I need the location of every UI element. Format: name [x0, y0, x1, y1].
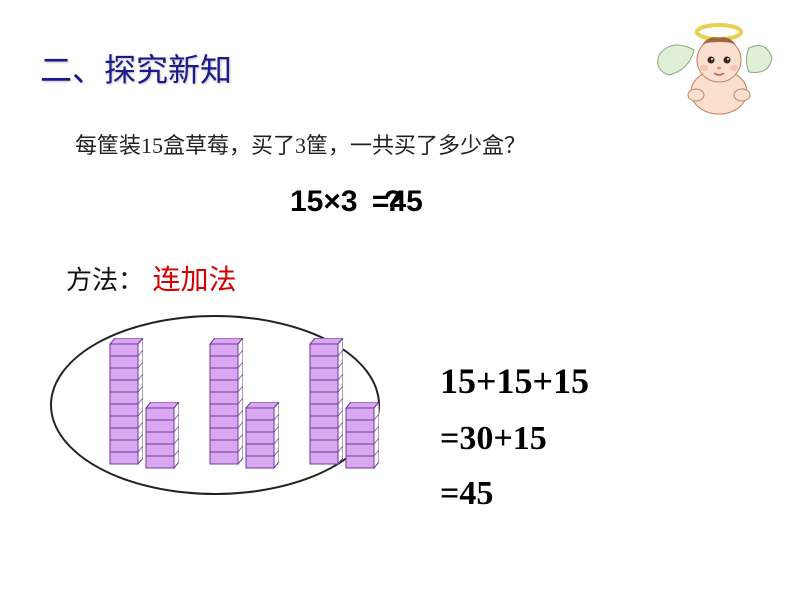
work-line-2: =30+15 [440, 420, 547, 458]
short-stack [241, 402, 275, 466]
main-equation: 15×3 ? =45 [290, 185, 423, 219]
cube-group [105, 338, 175, 466]
problem-text: 每筐装15盒草莓，买了3筐，一共买了多少盒？ [75, 128, 526, 160]
method-label: 方法： [66, 266, 144, 295]
cube-group [305, 338, 375, 466]
work-line-3: =45 [440, 475, 493, 513]
equation-right: ? =45 [372, 185, 423, 218]
tall-stack [305, 338, 339, 466]
work-line-1: 15+15+15 [440, 360, 589, 402]
cubes-container [105, 338, 375, 466]
short-stack [341, 402, 375, 466]
section-title: 二、探究新知 [40, 45, 232, 91]
short-stack [141, 402, 175, 466]
method-line: 方法： 连加法 [66, 258, 237, 298]
equation-left: 15×3 [290, 185, 358, 218]
cube-group [205, 338, 275, 466]
method-name: 连加法 [153, 265, 237, 296]
tall-stack [105, 338, 139, 466]
tall-stack [205, 338, 239, 466]
angel-icon [654, 20, 774, 120]
